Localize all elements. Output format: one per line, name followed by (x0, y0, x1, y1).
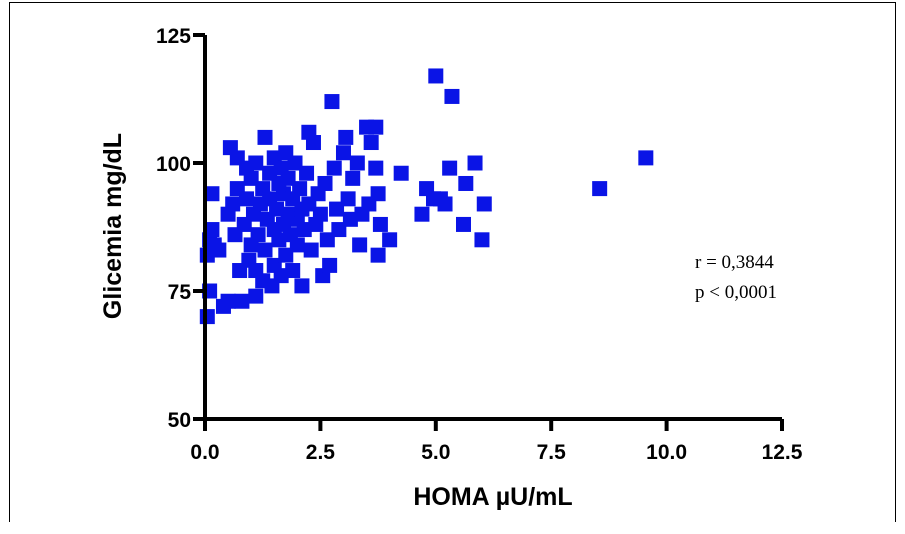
data-point (204, 186, 220, 202)
data-point (363, 135, 379, 151)
data-point (273, 268, 289, 284)
data-point (414, 206, 430, 222)
data-point (278, 247, 294, 263)
x-tick-label: 2.5 (306, 441, 336, 464)
data-point (239, 191, 255, 207)
x-tick-label: 0.0 (190, 441, 219, 464)
data-point (250, 227, 266, 243)
data-point (225, 196, 241, 212)
data-point (444, 88, 460, 104)
data-point (455, 216, 471, 232)
data-point (393, 165, 409, 181)
data-point (257, 129, 273, 145)
x-tick-label: 10.0 (646, 441, 687, 464)
data-point (352, 237, 368, 253)
y-tick-label: 100 (156, 153, 191, 176)
data-point (305, 135, 321, 151)
data-point (287, 155, 303, 171)
data-point (312, 206, 328, 222)
data-point (220, 293, 236, 309)
ticks: 0.0 2.5 5.0 7.5 10.0 12.5 50 75 100 125 (156, 25, 803, 464)
p-value-annotation: p < 0,0001 (695, 282, 777, 303)
data-point (292, 181, 308, 197)
data-point (322, 257, 338, 273)
data-point (338, 129, 354, 145)
data-point (289, 237, 305, 253)
data-point (243, 170, 259, 186)
data-points (199, 68, 654, 325)
data-point (329, 201, 345, 217)
data-point (199, 309, 215, 325)
data-point (317, 175, 333, 191)
data-point (382, 232, 398, 248)
data-point (340, 191, 356, 207)
data-point (442, 160, 458, 176)
chart-frame (9, 2, 896, 522)
data-point (370, 186, 386, 202)
data-point (285, 263, 301, 279)
data-point (319, 232, 335, 248)
y-tick-label: 75 (168, 281, 192, 304)
data-point (299, 165, 315, 181)
x-tick-label: 5.0 (421, 441, 450, 464)
y-tick-label: 50 (168, 409, 191, 432)
data-point (269, 201, 285, 217)
data-point (257, 242, 273, 258)
data-point (458, 175, 474, 191)
data-point (324, 94, 340, 110)
data-point (248, 288, 264, 304)
data-point (349, 155, 365, 171)
data-point (326, 160, 342, 176)
data-point (437, 196, 453, 212)
data-point (368, 119, 384, 135)
data-point (234, 293, 250, 309)
x-tick-label: 7.5 (537, 441, 567, 464)
axes (203, 35, 782, 421)
data-point (372, 216, 388, 232)
data-point (211, 242, 227, 258)
correlation-r-annotation: r = 0,3844 (695, 252, 774, 273)
data-point (204, 222, 220, 238)
data-point (467, 155, 483, 171)
x-tick-label: 12.5 (762, 441, 803, 464)
data-point (638, 150, 654, 166)
data-point (476, 196, 492, 212)
data-point (280, 170, 296, 186)
data-point (474, 232, 490, 248)
data-point (592, 181, 608, 197)
data-point (271, 232, 287, 248)
data-point (248, 155, 264, 171)
data-point (335, 145, 351, 161)
x-axis-title: HOMA µU/mL (413, 483, 572, 511)
data-point (428, 68, 444, 84)
data-point (370, 247, 386, 263)
data-point (294, 278, 310, 294)
data-point (331, 222, 347, 238)
data-point (368, 160, 384, 176)
data-point (342, 211, 358, 227)
data-point (303, 242, 319, 258)
y-axis-title: Glicemia mg/dL (99, 133, 127, 319)
data-point (296, 222, 312, 238)
data-point (345, 170, 361, 186)
y-tick-label: 125 (156, 25, 191, 48)
